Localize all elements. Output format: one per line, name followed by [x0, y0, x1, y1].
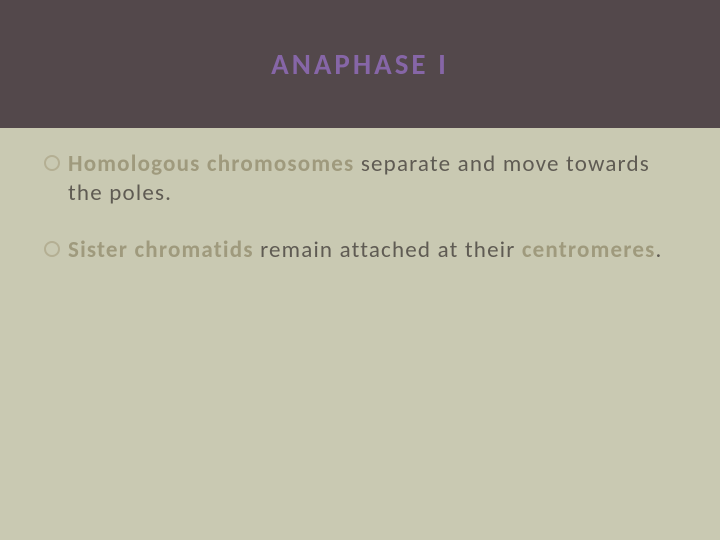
bullet-text: Homologous chromosomes separate and move… — [68, 150, 676, 208]
slide-title: ANAPHASE I — [271, 46, 449, 82]
bullet-marker-icon — [44, 155, 60, 171]
bold-token: centromeres — [522, 236, 656, 264]
slide: ANAPHASE I Homologous chromosomes separa… — [0, 0, 720, 540]
bold-token: Homologous chromosomes — [68, 150, 354, 178]
bullet-item: Sister chromatids remain attached at the… — [44, 236, 676, 265]
body-region: Homologous chromosomes separate and move… — [0, 128, 720, 540]
text-token: remain attached at their — [254, 236, 522, 264]
bullet-marker-icon — [44, 241, 60, 257]
text-token: . — [656, 236, 663, 264]
bold-token: Sister chromatids — [68, 236, 254, 264]
title-region: ANAPHASE I — [0, 0, 720, 128]
bullet-text: Sister chromatids remain attached at the… — [68, 236, 676, 265]
bullet-item: Homologous chromosomes separate and move… — [44, 150, 676, 208]
